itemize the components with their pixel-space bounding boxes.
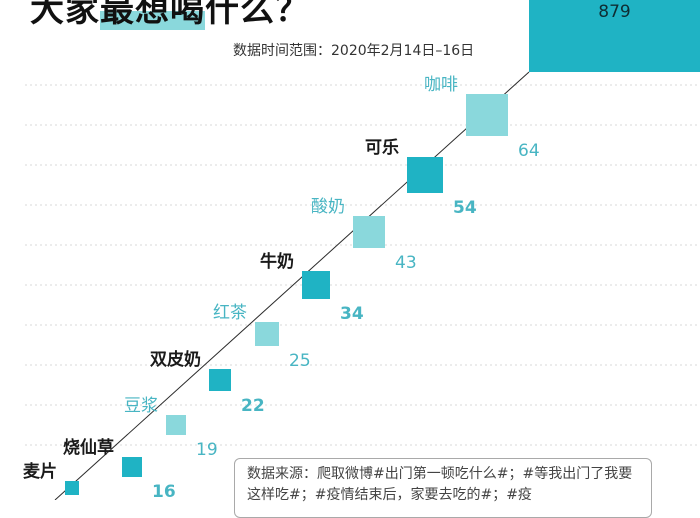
value-label-5: 34 bbox=[340, 304, 364, 324]
value-label-6: 43 bbox=[395, 253, 417, 273]
value-label-7: 54 bbox=[453, 198, 477, 218]
category-label-8: 咖啡 bbox=[424, 75, 458, 95]
infographic: 麦片 烧仙草 16 豆浆 19 双皮奶 22 红茶 25 牛奶 34 酸奶 43 可乐 54 咖啡 64 大家最… bbox=[23, 0, 700, 518]
category-label-6: 酸奶 bbox=[311, 197, 345, 217]
bar-0 bbox=[65, 481, 79, 495]
date-range: 数据时间范围：2020年2月14日–16日 bbox=[233, 43, 475, 59]
value-label-3: 22 bbox=[241, 396, 265, 416]
category-label-0: 麦片 bbox=[23, 461, 57, 482]
category-label-1: 烧仙草 bbox=[63, 437, 114, 458]
value-label-4: 25 bbox=[289, 351, 311, 371]
category-label-5: 牛奶 bbox=[260, 251, 294, 272]
bar-8 bbox=[466, 94, 508, 136]
source-note: 数据来源：爬取微博#出门第一顿吃什么#；#等我出门了我要这样吃#；#疫情结束后，… bbox=[234, 458, 652, 518]
category-label-4: 红茶 bbox=[213, 303, 247, 323]
bar-4 bbox=[255, 322, 279, 346]
top-drink-box: 879 bbox=[529, 0, 700, 72]
page-title: 大家最想喝什么？ bbox=[30, 0, 310, 31]
bar-2 bbox=[166, 415, 186, 435]
top-drink-value: 879 bbox=[598, 2, 631, 22]
value-label-2: 19 bbox=[196, 440, 218, 460]
category-label-7: 可乐 bbox=[365, 138, 399, 158]
bar-7 bbox=[407, 157, 443, 193]
value-label-8: 64 bbox=[518, 141, 540, 161]
category-label-2: 豆浆 bbox=[124, 396, 158, 416]
bar-6 bbox=[353, 216, 385, 248]
category-label-3: 双皮奶 bbox=[150, 349, 201, 370]
title-suffix: 什么？ bbox=[205, 0, 310, 30]
bar-1 bbox=[122, 457, 142, 477]
title-prefix: 大家 bbox=[30, 0, 100, 30]
value-label-1: 16 bbox=[152, 482, 176, 500]
trend-line bbox=[54, 71, 530, 500]
bar-3 bbox=[209, 369, 231, 391]
bar-5 bbox=[302, 271, 330, 299]
title-highlight: 最想喝 bbox=[100, 0, 205, 30]
